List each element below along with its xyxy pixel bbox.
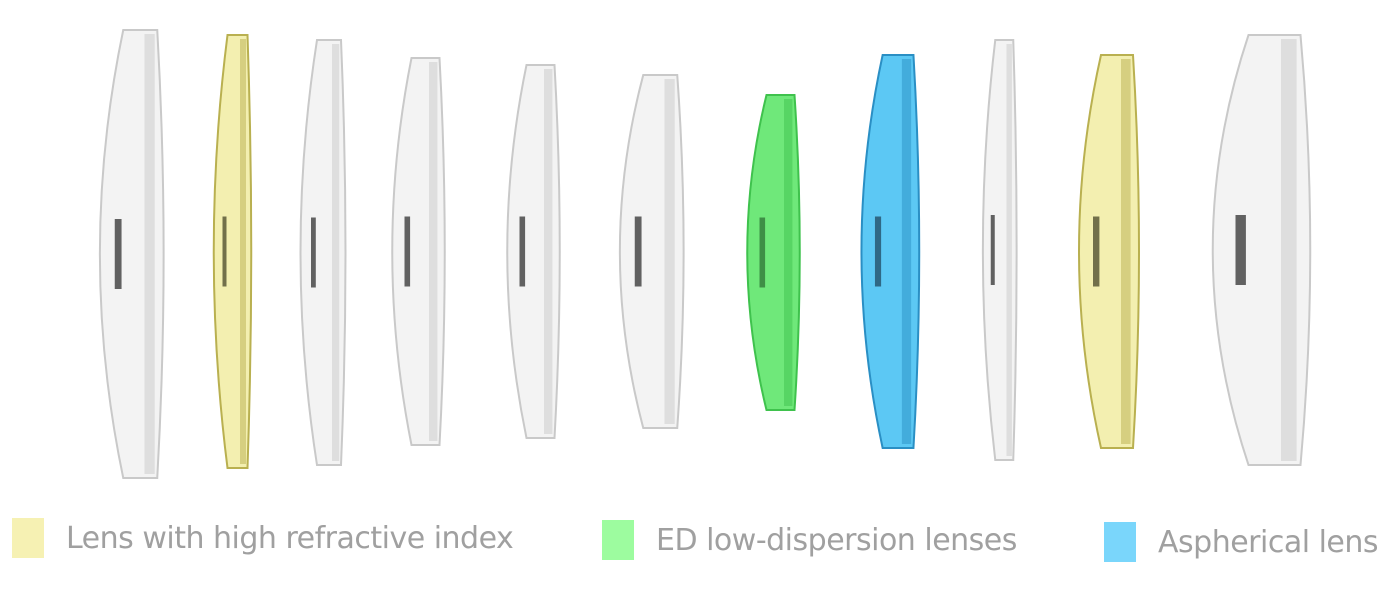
- lens-reflection: [404, 216, 411, 287]
- lens-ed: [746, 94, 801, 411]
- lens-reflection: [114, 219, 122, 289]
- legend-swatch-ed: [602, 520, 634, 560]
- lens-high-refractive: [1078, 54, 1140, 449]
- legend-swatch-high-refractive: [12, 518, 44, 558]
- legend-item-aspherical: Aspherical lens: [1104, 522, 1379, 562]
- lens-rim: [1121, 59, 1131, 444]
- lens-rim: [784, 99, 793, 406]
- lens-aspherical: [860, 54, 921, 449]
- lens-clear: [98, 29, 165, 479]
- lens-reflection: [759, 217, 766, 288]
- lens-reflection: [874, 216, 882, 287]
- legend: Lens with high refractive index ED low-d…: [0, 516, 1400, 566]
- lens-high-refractive: [212, 34, 253, 469]
- lens-rim: [1281, 39, 1297, 461]
- lens-clear: [981, 39, 1018, 461]
- lens-stack-illustration: [98, 29, 1312, 479]
- lens-rim: [429, 62, 438, 441]
- lens-reflection: [222, 216, 227, 287]
- lens-rim: [1006, 44, 1012, 456]
- lens-reflection: [519, 216, 526, 287]
- lens-reflection: [990, 215, 995, 285]
- legend-item-ed: ED low-dispersion lenses: [602, 520, 1017, 560]
- lens-clear: [299, 39, 347, 466]
- lens-rim: [544, 69, 553, 434]
- lens-reflection: [311, 217, 316, 288]
- lens-reflection: [1235, 215, 1246, 285]
- legend-label: Lens with high refractive index: [66, 520, 514, 556]
- legend-label: Aspherical lens: [1158, 524, 1379, 560]
- lens-rim: [240, 39, 246, 464]
- lens-rim: [144, 34, 155, 474]
- legend-label: ED low-dispersion lenses: [656, 522, 1017, 558]
- lens-reflection: [1093, 216, 1100, 287]
- lens-rim: [664, 79, 675, 424]
- lens-clear: [618, 74, 685, 429]
- lens-clear: [1211, 34, 1312, 466]
- legend-swatch-aspherical: [1104, 522, 1136, 562]
- lens-clear: [391, 57, 446, 446]
- legend-item-high-refractive: Lens with high refractive index: [12, 518, 514, 558]
- lens-rim: [332, 44, 340, 461]
- lens-clear: [506, 64, 561, 439]
- lens-rim: [901, 59, 912, 444]
- lens-reflection: [634, 216, 642, 287]
